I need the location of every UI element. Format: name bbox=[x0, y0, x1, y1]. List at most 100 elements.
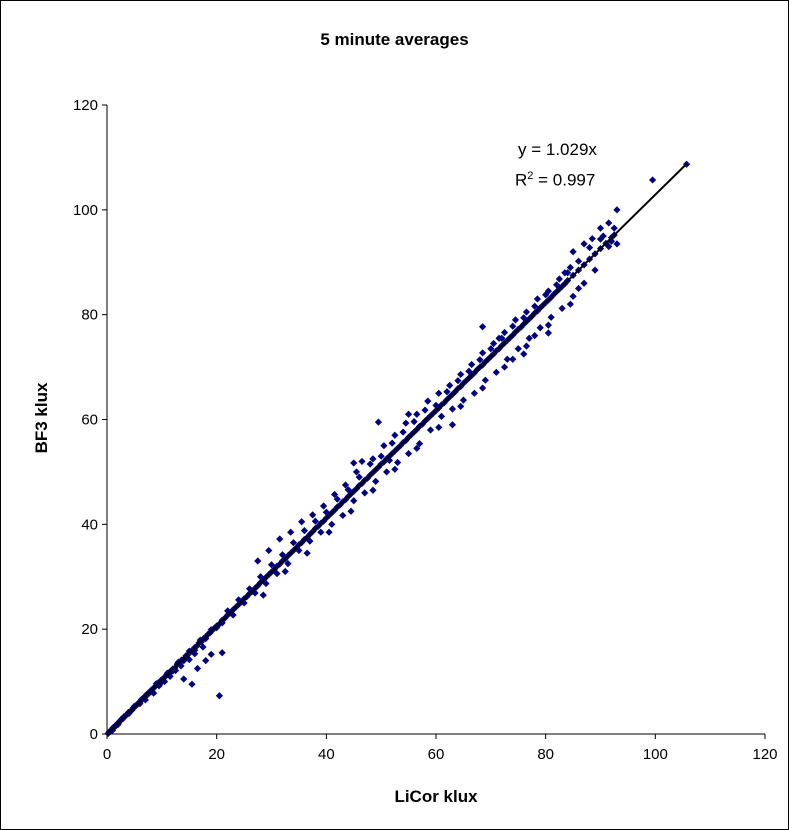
data-point bbox=[566, 263, 574, 272]
data-point bbox=[391, 431, 399, 439]
data-point bbox=[180, 675, 188, 683]
data-point bbox=[605, 242, 613, 251]
data-point bbox=[352, 468, 361, 476]
data-point bbox=[284, 560, 292, 568]
data-point bbox=[503, 355, 511, 363]
x-tick-label: 40 bbox=[318, 746, 335, 763]
data-point bbox=[394, 458, 402, 467]
y-tick-label: 80 bbox=[81, 307, 98, 324]
data-point bbox=[311, 517, 319, 525]
x-tick-label: 100 bbox=[643, 746, 668, 763]
data-point bbox=[344, 486, 352, 494]
data-point bbox=[476, 356, 484, 364]
data-point bbox=[380, 442, 388, 450]
data-point bbox=[202, 657, 210, 665]
data-point bbox=[448, 405, 457, 413]
data-point bbox=[574, 257, 583, 265]
data-point bbox=[191, 650, 199, 658]
trendline-line bbox=[106, 163, 688, 735]
data-point bbox=[207, 650, 215, 658]
y-tick-label: 20 bbox=[81, 621, 98, 638]
data-point bbox=[402, 419, 410, 427]
data-point bbox=[369, 486, 377, 494]
data-point bbox=[298, 518, 306, 526]
data-point bbox=[108, 726, 117, 734]
x-tick-label: 120 bbox=[752, 746, 777, 763]
data-point bbox=[358, 457, 366, 466]
data-point bbox=[500, 363, 509, 371]
data-point bbox=[607, 237, 616, 245]
data-point bbox=[410, 417, 418, 426]
data-point bbox=[163, 669, 171, 677]
x-tick-label: 80 bbox=[537, 746, 554, 763]
data-point bbox=[289, 539, 298, 547]
data-point bbox=[585, 243, 594, 252]
data-point bbox=[317, 528, 325, 536]
data-point bbox=[437, 412, 446, 420]
data-point bbox=[520, 314, 528, 322]
data-point bbox=[341, 481, 350, 489]
y-tick-label: 100 bbox=[73, 202, 98, 219]
data-point bbox=[325, 528, 333, 536]
data-point bbox=[588, 235, 596, 243]
data-point bbox=[339, 511, 347, 520]
data-point bbox=[377, 452, 385, 460]
data-point bbox=[333, 495, 341, 503]
data-point bbox=[432, 401, 440, 409]
data-point bbox=[443, 388, 451, 396]
data-point bbox=[306, 537, 314, 545]
data-point bbox=[415, 440, 424, 448]
chart-title: 5 minute averages bbox=[320, 30, 469, 49]
data-point bbox=[522, 342, 531, 350]
data-point bbox=[404, 449, 413, 458]
data-point bbox=[511, 316, 520, 324]
data-point bbox=[457, 402, 465, 410]
y-tick-label: 0 bbox=[90, 726, 98, 743]
data-point bbox=[218, 649, 226, 657]
data-point bbox=[613, 206, 621, 214]
data-point bbox=[479, 323, 487, 331]
data-point bbox=[174, 658, 182, 666]
data-point bbox=[391, 465, 399, 473]
data-point bbox=[424, 397, 432, 405]
data-point bbox=[613, 240, 621, 248]
data-point bbox=[509, 322, 517, 330]
data-point bbox=[136, 699, 144, 708]
data-point bbox=[202, 635, 210, 643]
data-point bbox=[388, 439, 396, 447]
data-point bbox=[295, 546, 303, 555]
data-point bbox=[558, 304, 566, 312]
data-point bbox=[383, 468, 391, 476]
data-point bbox=[404, 410, 413, 418]
data-point bbox=[580, 279, 588, 287]
data-point bbox=[569, 292, 577, 300]
data-point bbox=[185, 655, 193, 664]
data-point bbox=[566, 300, 574, 308]
data-point bbox=[278, 551, 287, 559]
r-squared-exponent: 2 bbox=[527, 170, 534, 182]
axis-ticks: 0 20 40 60 80 100 120 0 20 40 60 80 100 120 bbox=[73, 97, 778, 763]
data-point bbox=[580, 240, 588, 248]
trendline bbox=[106, 163, 688, 735]
data-point bbox=[300, 527, 308, 535]
data-point bbox=[191, 646, 199, 654]
data-point bbox=[569, 248, 577, 256]
data-point bbox=[265, 546, 273, 555]
data-point bbox=[509, 355, 517, 363]
data-point bbox=[591, 266, 599, 274]
data-point bbox=[426, 426, 435, 434]
y-tick-label: 120 bbox=[73, 97, 98, 114]
data-point bbox=[448, 421, 457, 429]
data-point bbox=[369, 455, 377, 463]
data-point bbox=[413, 444, 421, 452]
data-point bbox=[479, 349, 487, 357]
data-point bbox=[347, 507, 355, 515]
data-point bbox=[547, 313, 555, 321]
data-point bbox=[531, 332, 539, 340]
data-point bbox=[185, 647, 193, 655]
data-point bbox=[287, 528, 295, 536]
data-point bbox=[435, 389, 443, 397]
data-point bbox=[207, 626, 215, 634]
data-point bbox=[421, 406, 429, 414]
